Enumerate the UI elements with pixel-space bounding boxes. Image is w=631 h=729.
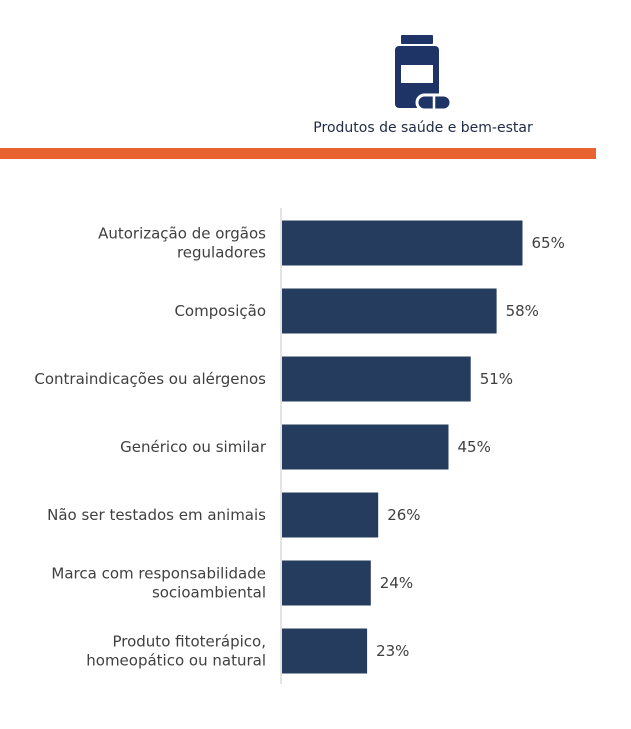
bar [282,220,523,266]
category-label: Composição [174,302,266,320]
bar [282,628,368,674]
bottle-cap [401,35,433,44]
data-label: 65% [532,234,565,252]
data-label: 51% [480,370,513,388]
category-label: reguladores [177,244,266,262]
data-label: 24% [380,574,413,592]
data-label: 58% [506,302,539,320]
bar [282,424,449,470]
category-label: Contraindicações ou alérgenos [34,370,266,388]
data-label: 23% [376,642,409,660]
medicine-bottle-icon [395,35,453,112]
category-label: homeopático ou natural [86,652,266,670]
orange-divider [0,148,596,159]
category-label: Marca com responsabilidade [51,565,266,583]
category-label: Autorização de orgãos [98,225,266,243]
category-label: Não ser testados em animais [47,506,266,524]
bar [282,560,371,606]
bar [282,356,471,402]
bottle-label [401,65,433,83]
bar [282,288,497,334]
category-label: Produto fitoterápico, [112,633,266,651]
data-label: 26% [387,506,420,524]
category-title: Produtos de saúde e bem-estar [313,120,533,136]
category-label: socioambiental [152,584,266,602]
bar [282,492,379,538]
category-label: Genérico ou similar [120,438,267,456]
data-label: 45% [458,438,491,456]
